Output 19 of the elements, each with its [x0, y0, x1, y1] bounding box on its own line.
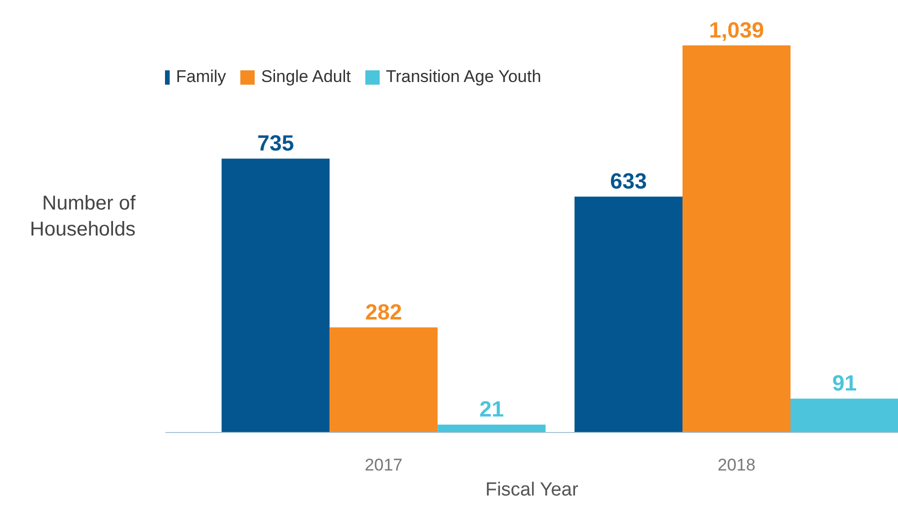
x-tick-label: 2017 [364, 456, 403, 474]
data-label: 735 [257, 130, 294, 156]
legend-label: Single Adult [261, 67, 351, 87]
x-axis-title: Fiscal Year [485, 480, 579, 500]
data-label: 282 [365, 299, 402, 324]
x-tick-label: 2018 [718, 456, 756, 474]
data-label: 91 [832, 370, 857, 396]
data-label: 21 [479, 396, 504, 422]
data-label: 1,039 [708, 17, 764, 42]
legend-label: Transition Age Youth [386, 67, 542, 87]
y-axis-title: Number of Households [30, 192, 136, 241]
bar [574, 196, 683, 432]
bar [330, 327, 438, 432]
data-label: 633 [610, 168, 647, 194]
bar [790, 398, 898, 432]
legend-label: Family [176, 67, 226, 87]
bar [682, 45, 791, 432]
bar [222, 158, 330, 432]
bar [438, 424, 546, 432]
